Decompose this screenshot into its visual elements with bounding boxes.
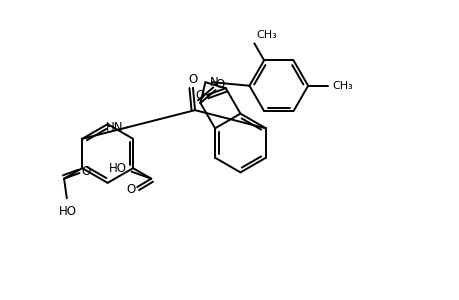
Text: HO: HO — [59, 205, 77, 218]
Text: N: N — [210, 76, 218, 89]
Text: O: O — [81, 165, 90, 178]
Text: O: O — [126, 183, 135, 196]
Text: CH₃: CH₃ — [256, 30, 277, 40]
Text: HN: HN — [106, 121, 123, 134]
Text: HO: HO — [108, 162, 127, 176]
Text: O: O — [188, 73, 197, 86]
Text: O: O — [195, 89, 204, 102]
Text: O: O — [214, 78, 224, 91]
Text: CH₃: CH₃ — [331, 81, 352, 91]
